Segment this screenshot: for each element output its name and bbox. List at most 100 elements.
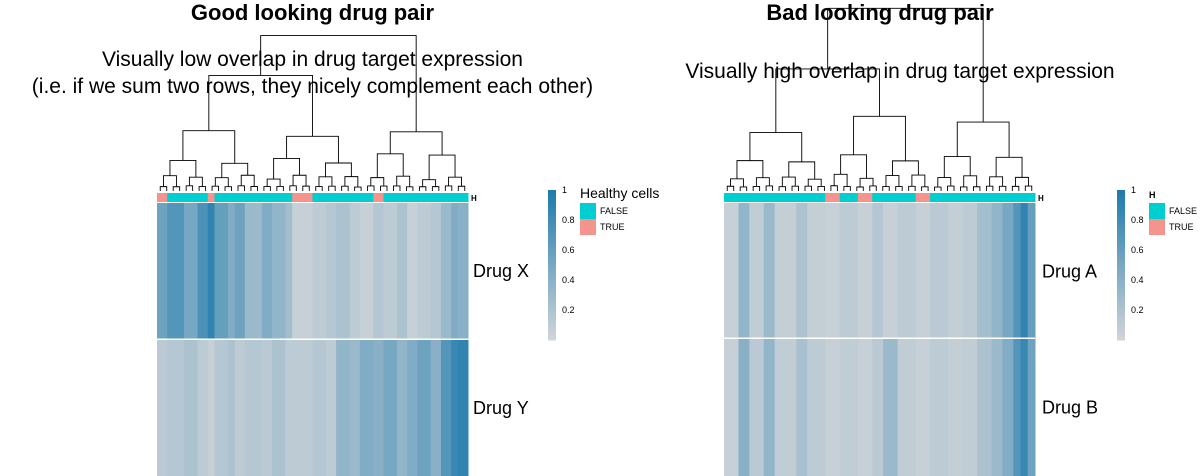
dendrogram-branch	[960, 186, 968, 191]
colorbar-strip	[548, 223, 556, 228]
colorbar-tick-label: 0.2	[1131, 305, 1144, 315]
heatmap-cell-row2-5	[774, 339, 797, 476]
heatmap-cell-row1-8	[234, 203, 246, 339]
heatmap-cell-row2-12	[883, 339, 899, 476]
heatmap-cell-row2-22	[1020, 339, 1029, 476]
heatmap-cell-row1-9	[244, 203, 263, 339]
row-separator	[724, 337, 1035, 339]
heatmap-cell-row2-2	[167, 340, 185, 476]
colorbar-strip	[548, 227, 556, 232]
colorbar-strip	[548, 246, 556, 251]
legend-title: H	[1149, 190, 1156, 200]
colorbar-strip	[1117, 231, 1125, 236]
dendrogram-branch	[396, 175, 411, 187]
heatmap-cell-row1-4	[763, 203, 776, 340]
annotation-tag: H	[471, 194, 477, 203]
heatmap-cell-row2-7	[227, 340, 236, 476]
legend-swatch-false	[580, 203, 596, 219]
dendrogram-branch	[963, 175, 978, 187]
dendrogram-branch	[853, 115, 906, 161]
heatmap-cell-row1-14	[312, 203, 327, 339]
dendrogram-branch	[341, 185, 349, 191]
heatmap-cell-row2-15	[326, 340, 337, 476]
heatmap-cell-row1-10	[857, 203, 873, 340]
dendrogram-branch	[856, 186, 864, 191]
colorbar-strip	[548, 280, 556, 285]
colorbar-strip	[1117, 336, 1125, 341]
heatmap-cell-row1-13	[897, 203, 917, 340]
heatmap-cell-row1-21	[397, 203, 408, 339]
annotation-cell-15	[930, 193, 949, 202]
row-label-2: Drug B	[1042, 398, 1098, 418]
colorbar-strip	[548, 276, 556, 281]
colorbar-strip	[1117, 193, 1125, 198]
colorbar-strip	[1117, 310, 1125, 315]
heatmap-cell-row1-18	[359, 203, 374, 339]
colorbar-tick-label: 0.4	[1131, 275, 1144, 285]
colorbar-strip	[1117, 208, 1125, 213]
dendrogram-branch	[788, 161, 816, 180]
heatmap-cell-row2-21	[397, 340, 408, 476]
colorbar-tick-label: 0.4	[562, 275, 575, 285]
colorbar-strip	[548, 238, 556, 243]
heatmap-cell-row2-11	[872, 339, 884, 476]
annotation-cell-26	[451, 193, 459, 202]
colorbar-strip	[548, 205, 556, 210]
dendrogram-branch	[315, 186, 323, 191]
annotation-cell-4	[763, 193, 776, 202]
heatmap-cell-row1-17	[349, 203, 361, 339]
heatmap-cell-row1-16	[336, 203, 351, 339]
heatmap-cell-row1-23	[1027, 203, 1036, 340]
heatmap-cell-row2-13	[292, 340, 313, 476]
dendrogram-branch	[749, 132, 803, 162]
colorbar-strip	[1117, 235, 1125, 240]
colorbar-strip	[548, 208, 556, 213]
dendrogram-branch	[807, 178, 822, 187]
annotation-cell-24	[430, 193, 442, 202]
heatmap-cell-row2-11	[271, 340, 286, 476]
colorbar-strip	[548, 306, 556, 311]
annotation-cell-8	[825, 193, 841, 202]
heatmap-cell-row1-16	[948, 203, 964, 340]
annotation-cell-5	[207, 193, 215, 202]
heatmap-cell-row1-7	[227, 203, 236, 339]
dendrogram-branch	[730, 178, 744, 187]
dendrogram-branch	[289, 185, 297, 191]
row-separator	[157, 338, 468, 340]
colorbar-strip	[1117, 223, 1125, 228]
legend-swatch-false	[1149, 203, 1165, 219]
dendrogram-branch	[457, 185, 466, 191]
heatmap-cell-row1-5	[207, 203, 215, 339]
left-panel-title: Good looking drug pair	[190, 0, 435, 25]
dendrogram-branch	[237, 185, 245, 191]
colorbar-strip	[548, 328, 556, 333]
heatmap-cell-row2-25	[440, 340, 452, 476]
dendrogram-branch	[943, 156, 971, 178]
dendrogram-branch	[911, 174, 926, 187]
dendrogram-branch	[172, 186, 181, 191]
colorbar-strip	[548, 268, 556, 273]
annotation-cell-7	[227, 193, 236, 202]
heatmap-cell-row1-21	[1013, 203, 1022, 340]
colorbar-tick-label: 1	[562, 185, 567, 195]
annotation-cell-2	[167, 193, 185, 202]
dendrogram-branch	[778, 186, 787, 191]
dendrogram-branch	[882, 186, 890, 191]
dendrogram-branch	[1024, 185, 1033, 191]
dendrogram-branch	[292, 174, 307, 187]
annotation-cell-23	[1027, 193, 1036, 202]
dendrogram-branch	[302, 185, 310, 191]
heatmap-cell-row1-6	[796, 203, 808, 340]
heatmap-cell-row1-3	[749, 203, 765, 340]
heatmap-cell-row2-4	[763, 339, 776, 476]
annotation-cell-11	[271, 193, 286, 202]
colorbar-strip	[1117, 321, 1125, 326]
dendrogram-branch	[448, 176, 462, 187]
heatmap-cell-row2-8	[825, 339, 841, 476]
colorbar-strip	[548, 261, 556, 266]
dendrogram-branch	[211, 185, 220, 191]
annotation-cell-3	[184, 193, 199, 202]
annotation-cell-18	[977, 193, 993, 202]
dendrogram-branch	[250, 186, 258, 191]
annotation-cell-22	[407, 193, 418, 202]
